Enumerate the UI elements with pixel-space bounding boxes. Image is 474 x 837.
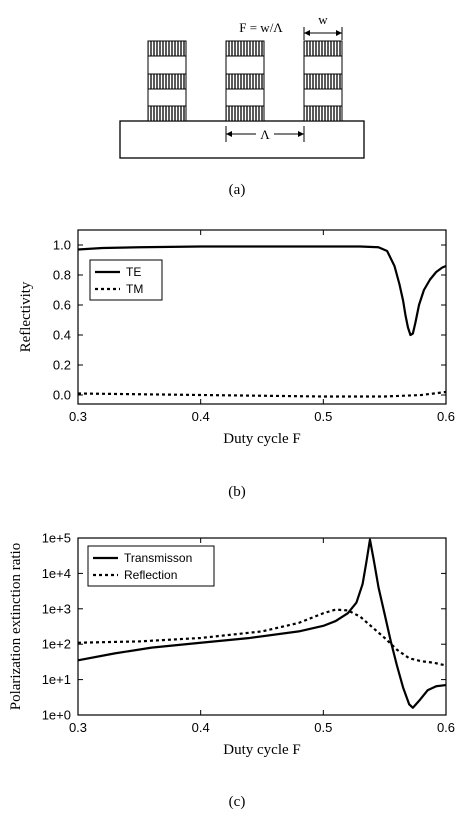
panel-caption: (c) — [229, 794, 246, 810]
y-axis-label: Reflectivity — [18, 281, 34, 352]
width-label: w — [318, 12, 328, 27]
grating-pillars — [147, 40, 343, 122]
y-tick-label: 0.2 — [53, 358, 71, 373]
legend: Transmisson Reflection — [87, 545, 215, 587]
x-tick-label: 0.5 — [314, 409, 332, 424]
extinction-ratio-chart: 0.3 0.4 0.5 0.6 1e+0 1e+1 1e+2 1e+3 1e+4 1e+5 Duty… — [8, 531, 455, 811]
formula-label: F = w/Λ — [239, 20, 283, 35]
period-arrow — [225, 126, 305, 142]
x-tick-label: 0.5 — [314, 720, 332, 735]
period-label: Λ — [260, 127, 270, 142]
x-axis-label: Duty cycle F — [223, 742, 300, 758]
y-tick-label: 1e+0 — [42, 708, 71, 723]
legend-box — [87, 545, 215, 587]
legend-label: Reflection — [124, 568, 177, 582]
legend-label: TE — [126, 265, 141, 279]
y-tick-label: 1e+1 — [42, 672, 71, 687]
x-tick-label: 0.3 — [69, 720, 87, 735]
series-line-transmisson — [77, 538, 447, 709]
y-tick-label: 1.0 — [53, 238, 71, 253]
x-axis-label: Duty cycle F — [223, 431, 300, 447]
legend-box — [89, 259, 163, 301]
y-tick-label: 1e+5 — [42, 531, 71, 546]
y-tick-label: 1e+4 — [42, 566, 71, 581]
y-tick-label: 1e+3 — [42, 601, 71, 616]
substrate — [119, 120, 365, 159]
legend-label: Transmisson — [124, 551, 192, 565]
y-tick-label: 1e+2 — [42, 637, 71, 652]
x-tick-label: 0.3 — [69, 409, 87, 424]
series-line-te — [77, 245, 447, 337]
grating-pillar — [147, 40, 187, 122]
y-tick-label: 0.4 — [53, 328, 71, 343]
panel-caption: (b) — [228, 484, 246, 500]
legend: TE TM — [89, 259, 163, 301]
y-tick-label: 0.8 — [53, 268, 71, 283]
x-tick-label: 0.6 — [437, 409, 455, 424]
panel-a: F = w/Λ w Λ (a) — [119, 12, 365, 198]
series-line-tm — [77, 390, 447, 398]
reflectivity-chart: 0.3 0.4 0.5 0.6 0.0 0.2 0.4 0.6 0.8 1.0 Duty cycle… — [18, 229, 455, 500]
x-tick-label: 0.4 — [192, 720, 210, 735]
x-tick-label: 0.6 — [437, 720, 455, 735]
plot-frame — [77, 537, 447, 716]
legend-label: TM — [126, 282, 143, 296]
width-arrow — [303, 27, 343, 40]
x-tick-label: 0.4 — [192, 409, 210, 424]
y-tick-label: 0.0 — [53, 388, 71, 403]
plot-frame — [77, 229, 447, 405]
caption-a: (a) — [229, 182, 246, 198]
grating-pillar — [225, 40, 265, 122]
y-tick-label: 0.6 — [53, 298, 71, 313]
grating-pillar — [303, 40, 343, 122]
y-axis-label: Polarization extinction ratio — [8, 543, 24, 710]
